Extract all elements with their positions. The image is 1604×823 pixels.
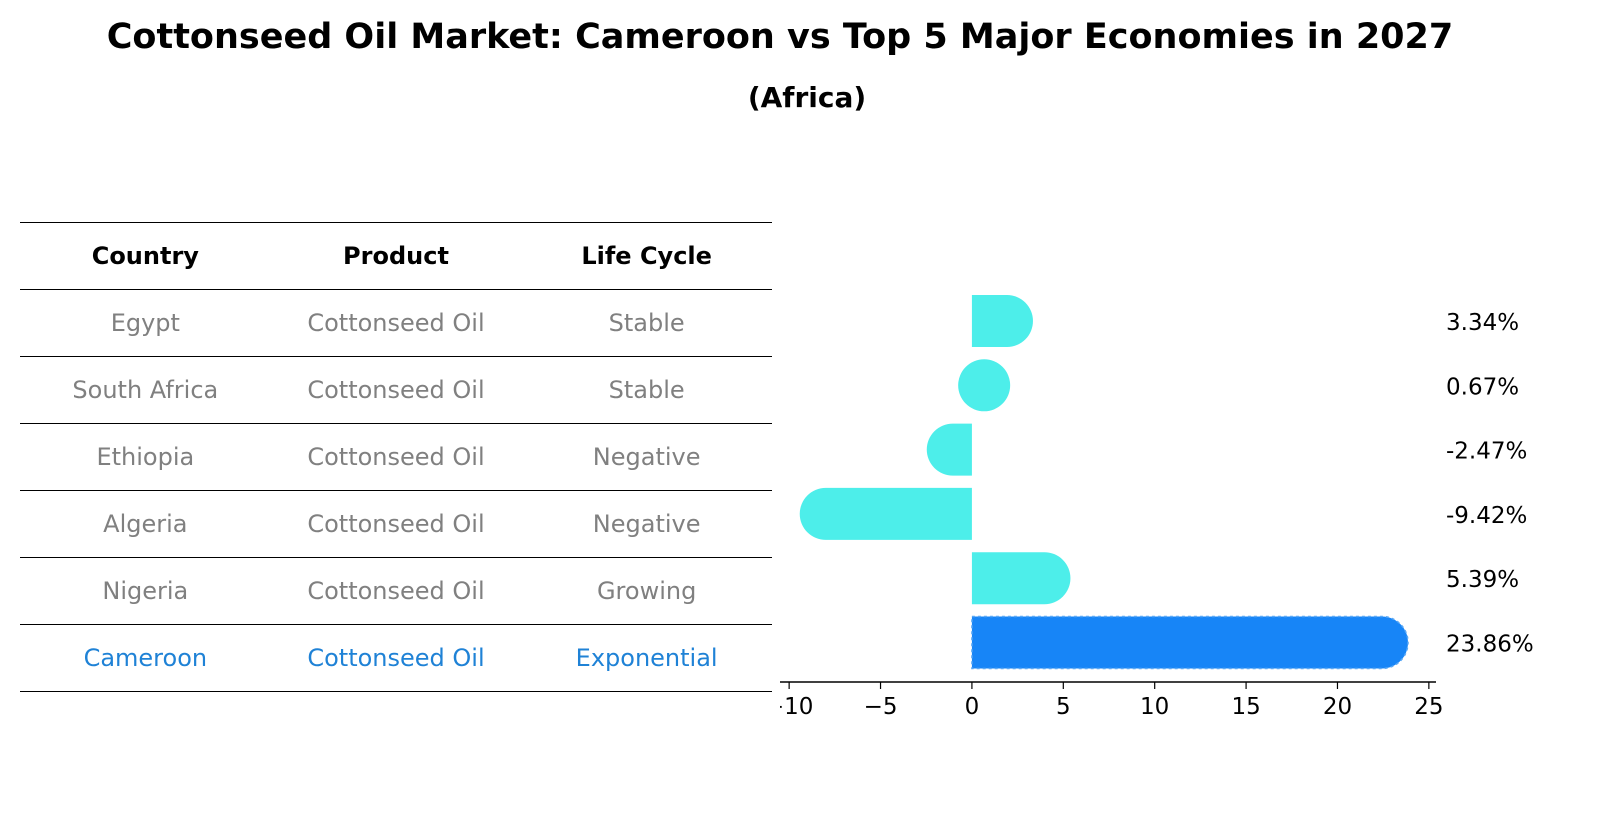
bar-highlighted: [971, 615, 1409, 670]
data-table: Country Product Life Cycle Egypt Cottons…: [20, 222, 772, 692]
data-label: 23.86%: [1446, 632, 1534, 658]
chart-subtitle: (Africa): [747, 81, 867, 114]
x-tick-label: −10: [780, 694, 813, 720]
x-tick-label: 15: [1231, 694, 1260, 720]
cell-life-cycle: Negative: [592, 443, 701, 471]
cell-country: Ethiopia: [96, 443, 195, 471]
cell-life-cycle: Negative: [592, 510, 701, 538]
table-row: Algeria Cottonseed Oil Negative: [20, 491, 772, 558]
header-life-cycle: Life Cycle: [581, 242, 712, 270]
table-row: Nigeria Cottonseed Oil Growing: [20, 558, 772, 625]
cell-product: Cottonseed Oil: [307, 577, 485, 605]
bar: [926, 423, 972, 476]
data-label: -2.47%: [1446, 439, 1527, 465]
table-row: South Africa Cottonseed Oil Stable: [20, 357, 772, 424]
x-tick-label: 0: [965, 694, 980, 720]
table-header-row: Country Product Life Cycle: [20, 223, 772, 290]
bar: [971, 295, 1033, 347]
data-label: 3.34%: [1446, 310, 1519, 336]
cell-product: Cottonseed Oil: [307, 644, 485, 672]
x-tick-label: −5: [864, 694, 898, 720]
header-product: Product: [343, 242, 449, 270]
data-label: -9.42%: [1446, 503, 1527, 529]
cell-life-cycle: Stable: [608, 376, 685, 404]
cell-life-cycle: Stable: [608, 309, 685, 337]
bar: [799, 487, 972, 540]
bar: [958, 359, 1011, 412]
table-row: Ethiopia Cottonseed Oil Negative: [20, 424, 772, 491]
cell-country: Cameroon: [83, 644, 208, 672]
header-country: Country: [91, 242, 199, 270]
data-label: 5.39%: [1446, 567, 1519, 593]
x-tick-label: 20: [1323, 694, 1352, 720]
cell-life-cycle: Exponential: [575, 644, 718, 672]
cell-product: Cottonseed Oil: [307, 309, 485, 337]
cell-life-cycle: Growing: [596, 577, 697, 605]
cell-country: Algeria: [103, 510, 188, 538]
table-row: Egypt Cottonseed Oil Stable: [20, 290, 772, 357]
bar-chart: 3.34% 0.67% -2.47% -9.42% 5.39% 23.86% −10 −5 0 5…: [780, 295, 1534, 720]
chart-title: Cottonseed Oil Market: Cameroon vs Top 5…: [106, 17, 1454, 57]
cell-country: Nigeria: [102, 577, 189, 605]
x-tick-label: 5: [1056, 694, 1071, 720]
table-row-highlighted: Cameroon Cottonseed Oil Exponential: [20, 625, 772, 692]
data-label: 0.67%: [1446, 374, 1519, 400]
cell-country: Egypt: [110, 309, 180, 337]
cell-product: Cottonseed Oil: [307, 510, 485, 538]
x-tick-label: 10: [1140, 694, 1169, 720]
cell-product: Cottonseed Oil: [307, 443, 485, 471]
x-tick-label: 25: [1414, 694, 1443, 720]
cell-product: Cottonseed Oil: [307, 376, 485, 404]
bar: [971, 552, 1071, 605]
cell-country: South Africa: [72, 376, 219, 404]
